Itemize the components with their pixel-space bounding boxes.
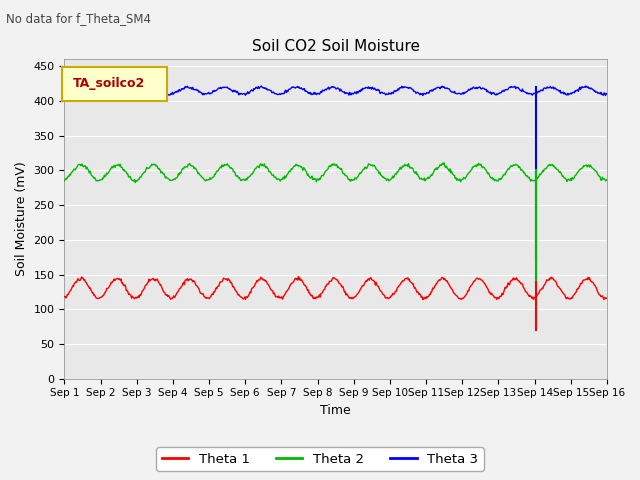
Text: TA_soilco2: TA_soilco2 <box>72 77 145 90</box>
Y-axis label: Soil Moisture (mV): Soil Moisture (mV) <box>15 162 28 276</box>
X-axis label: Time: Time <box>320 404 351 417</box>
FancyBboxPatch shape <box>61 67 168 101</box>
Legend: Theta 1, Theta 2, Theta 3: Theta 1, Theta 2, Theta 3 <box>156 447 484 471</box>
Text: No data for f_Theta_SM4: No data for f_Theta_SM4 <box>6 12 152 25</box>
Title: Soil CO2 Soil Moisture: Soil CO2 Soil Moisture <box>252 39 420 54</box>
